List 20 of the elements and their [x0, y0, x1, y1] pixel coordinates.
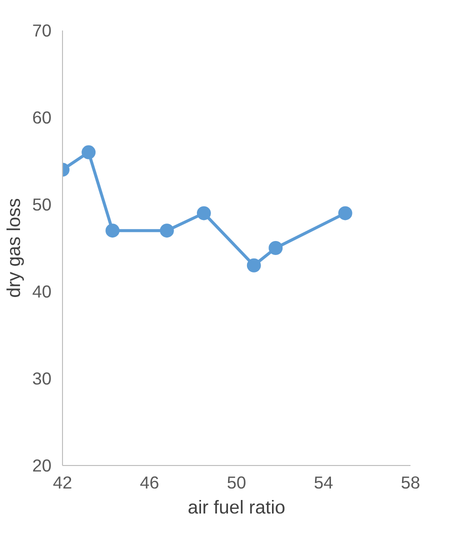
y-tick-label: 30 [32, 368, 52, 388]
y-tick-label: 60 [32, 108, 52, 128]
x-tick-label: 58 [400, 472, 420, 492]
x-tick-label: 50 [226, 472, 246, 492]
point [160, 224, 174, 238]
x-tick-label: 46 [140, 472, 160, 492]
y-tick-label: 20 [32, 456, 52, 476]
x-tick-label: 42 [52, 472, 72, 492]
x-tick-label: 54 [314, 472, 334, 492]
point [338, 206, 352, 220]
y-tick-label: 40 [32, 282, 52, 302]
point [196, 206, 211, 220]
y-tick-label: 50 [32, 194, 52, 214]
y-axis-title: dry gas loss [3, 198, 24, 298]
y-tick-label: 70 [32, 20, 52, 40]
point [268, 241, 283, 255]
point [246, 258, 261, 272]
point [106, 224, 120, 238]
x-axis-title: air fuel ratio [188, 496, 286, 518]
point [82, 145, 96, 160]
